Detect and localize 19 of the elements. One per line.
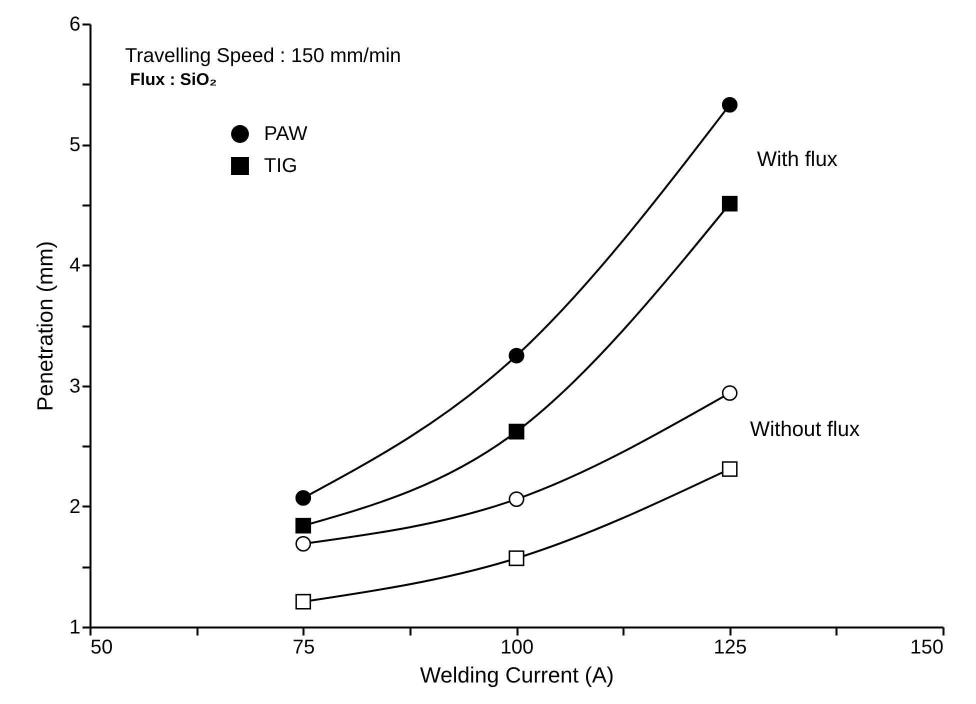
annotation: Flux : SiO₂	[130, 70, 217, 89]
legend-label: PAW	[264, 123, 308, 145]
annotation: Travelling Speed : 150 mm/min	[125, 45, 402, 67]
y-tick-label: 2	[69, 496, 80, 518]
y-tick-label: 5	[69, 134, 80, 156]
x-tick-label: 50	[90, 636, 113, 658]
annotation: Without flux	[750, 418, 860, 441]
legend-label: TIG	[264, 155, 298, 177]
x-tick-label: 150	[910, 636, 944, 658]
x-tick-label: 75	[292, 636, 315, 658]
y-tick-label: 1	[69, 616, 80, 638]
x-tick-label: 125	[714, 636, 747, 658]
y-tick-label: 6	[69, 14, 80, 36]
x-tick-label: 100	[500, 636, 534, 658]
x-axis-title: Welding Current (A)	[420, 662, 614, 688]
annotation: With flux	[757, 148, 838, 171]
y-tick-label: 3	[69, 375, 80, 398]
y-tick-label: 4	[69, 254, 80, 277]
y-axis-title: Penetration (mm)	[32, 241, 58, 411]
